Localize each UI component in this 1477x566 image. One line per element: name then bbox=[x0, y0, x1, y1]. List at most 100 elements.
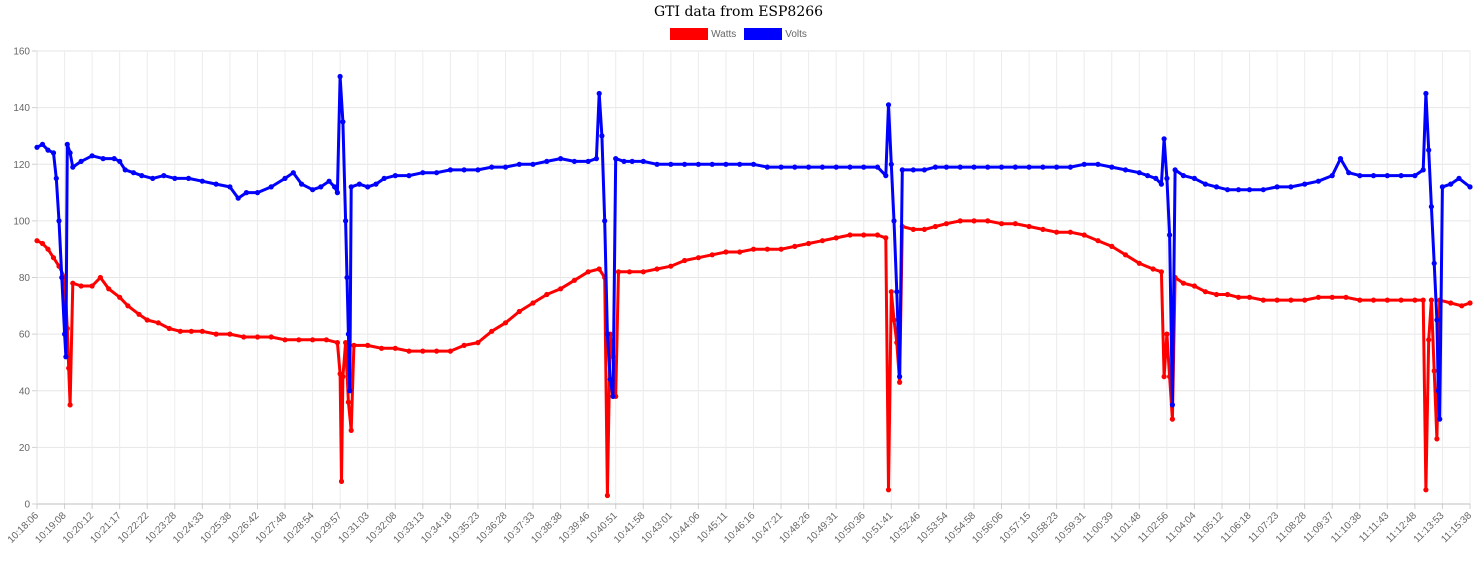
data-point-watts[interactable] bbox=[155, 320, 161, 326]
data-point-watts[interactable] bbox=[227, 331, 233, 337]
data-point-watts[interactable] bbox=[885, 487, 892, 493]
data-point-volts[interactable] bbox=[475, 167, 481, 173]
data-point-watts[interactable] bbox=[723, 249, 729, 255]
data-point-volts[interactable] bbox=[1384, 173, 1390, 179]
data-point-volts[interactable] bbox=[1145, 173, 1151, 179]
data-point-watts[interactable] bbox=[310, 337, 316, 343]
data-point-volts[interactable] bbox=[985, 164, 991, 170]
data-point-volts[interactable] bbox=[1329, 173, 1335, 179]
data-point-volts[interactable] bbox=[235, 195, 241, 201]
data-point-volts[interactable] bbox=[161, 173, 167, 179]
data-point-volts[interactable] bbox=[434, 170, 440, 176]
data-point-watts[interactable] bbox=[1459, 303, 1465, 309]
data-point-volts[interactable] bbox=[420, 170, 426, 176]
data-point-volts[interactable] bbox=[1423, 90, 1429, 97]
data-point-watts[interactable] bbox=[475, 340, 481, 346]
data-point-volts[interactable] bbox=[1202, 181, 1208, 187]
data-point-volts[interactable] bbox=[1302, 181, 1308, 187]
data-point-watts[interactable] bbox=[1246, 294, 1253, 300]
data-point-volts[interactable] bbox=[1260, 187, 1266, 193]
data-point-volts[interactable] bbox=[998, 164, 1005, 170]
data-point-watts[interactable] bbox=[695, 255, 702, 261]
data-point-watts[interactable] bbox=[626, 269, 633, 275]
data-point-watts[interactable] bbox=[334, 340, 340, 346]
data-point-volts[interactable] bbox=[78, 158, 84, 164]
data-point-volts[interactable] bbox=[67, 150, 73, 156]
data-point-watts[interactable] bbox=[709, 252, 715, 258]
data-point-volts[interactable] bbox=[921, 167, 928, 173]
data-point-volts[interactable] bbox=[723, 161, 729, 167]
data-point-volts[interactable] bbox=[53, 175, 59, 181]
data-point-watts[interactable] bbox=[39, 240, 46, 247]
data-point-watts[interactable] bbox=[1260, 297, 1266, 303]
data-point-volts[interactable] bbox=[326, 178, 332, 184]
data-point-watts[interactable] bbox=[682, 257, 688, 264]
data-point-volts[interactable] bbox=[1164, 175, 1170, 181]
data-point-watts[interactable] bbox=[1161, 374, 1167, 380]
data-point-volts[interactable] bbox=[63, 354, 69, 360]
data-point-volts[interactable] bbox=[682, 161, 688, 167]
data-point-volts[interactable] bbox=[1435, 388, 1441, 394]
data-point-volts[interactable] bbox=[897, 374, 903, 380]
data-point-watts[interactable] bbox=[971, 218, 977, 224]
data-point-watts[interactable] bbox=[351, 342, 357, 348]
data-point-volts[interactable] bbox=[1012, 164, 1018, 170]
data-point-volts[interactable] bbox=[1224, 187, 1231, 193]
data-point-watts[interactable] bbox=[50, 255, 57, 261]
data-point-volts[interactable] bbox=[1191, 175, 1197, 181]
data-point-watts[interactable] bbox=[282, 337, 288, 343]
data-point-watts[interactable] bbox=[1012, 221, 1018, 227]
data-point-watts[interactable] bbox=[106, 286, 112, 292]
data-point-volts[interactable] bbox=[888, 161, 894, 167]
data-point-volts[interactable] bbox=[50, 150, 57, 156]
data-point-watts[interactable] bbox=[67, 402, 73, 408]
data-point-watts[interactable] bbox=[1150, 266, 1156, 272]
data-point-volts[interactable] bbox=[299, 181, 305, 187]
data-point-volts[interactable] bbox=[343, 218, 349, 224]
data-point-watts[interactable] bbox=[254, 334, 261, 340]
data-point-watts[interactable] bbox=[502, 320, 509, 326]
data-point-volts[interactable] bbox=[602, 218, 608, 224]
data-point-volts[interactable] bbox=[610, 393, 616, 399]
data-point-volts[interactable] bbox=[1357, 173, 1363, 179]
data-point-volts[interactable] bbox=[613, 156, 619, 162]
data-point-watts[interactable] bbox=[847, 232, 853, 238]
data-point-watts[interactable] bbox=[640, 269, 646, 275]
data-point-watts[interactable] bbox=[998, 221, 1005, 227]
data-point-volts[interactable] bbox=[971, 164, 977, 170]
data-point-watts[interactable] bbox=[778, 246, 784, 252]
data-point-volts[interactable] bbox=[891, 218, 897, 224]
data-point-volts[interactable] bbox=[1431, 260, 1437, 266]
data-point-volts[interactable] bbox=[290, 170, 296, 176]
data-point-volts[interactable] bbox=[530, 161, 536, 167]
data-point-volts[interactable] bbox=[910, 167, 916, 173]
data-point-watts[interactable] bbox=[615, 269, 622, 275]
data-point-watts[interactable] bbox=[199, 328, 205, 334]
data-point-watts[interactable] bbox=[1343, 294, 1349, 300]
data-point-watts[interactable] bbox=[654, 266, 660, 272]
data-point-volts[interactable] bbox=[334, 190, 340, 196]
data-point-volts[interactable] bbox=[1274, 184, 1280, 190]
data-point-volts[interactable] bbox=[1315, 178, 1321, 184]
data-point-volts[interactable] bbox=[778, 164, 784, 170]
data-point-watts[interactable] bbox=[1122, 252, 1129, 258]
data-point-volts[interactable] bbox=[1136, 170, 1142, 176]
data-point-volts[interactable] bbox=[356, 181, 362, 187]
data-point-watts[interactable] bbox=[596, 266, 602, 272]
data-point-volts[interactable] bbox=[640, 158, 646, 164]
data-point-watts[interactable] bbox=[585, 269, 591, 275]
data-point-volts[interactable] bbox=[70, 164, 76, 170]
data-point-volts[interactable] bbox=[607, 376, 613, 382]
data-point-watts[interactable] bbox=[1054, 229, 1060, 235]
data-point-watts[interactable] bbox=[943, 221, 950, 227]
data-point-volts[interactable] bbox=[365, 184, 371, 190]
data-point-watts[interactable] bbox=[1136, 260, 1142, 266]
data-point-volts[interactable] bbox=[1161, 136, 1167, 142]
data-point-watts[interactable] bbox=[378, 345, 385, 351]
data-point-watts[interactable] bbox=[792, 243, 798, 249]
data-point-volts[interactable] bbox=[1213, 184, 1220, 190]
data-point-watts[interactable] bbox=[268, 334, 274, 340]
data-point-volts[interactable] bbox=[186, 175, 192, 181]
data-point-volts[interactable] bbox=[1109, 164, 1115, 170]
data-point-watts[interactable] bbox=[1081, 232, 1087, 238]
